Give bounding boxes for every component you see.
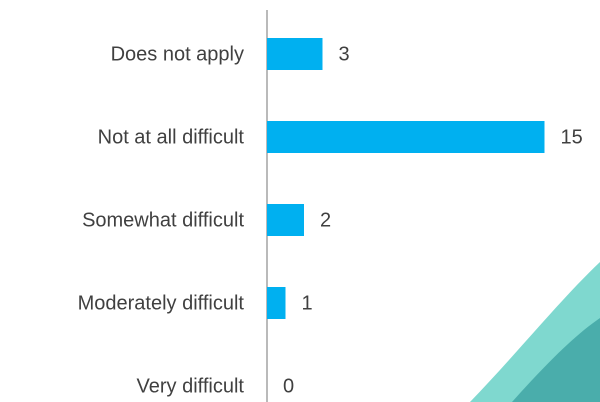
value-label: 0: [283, 375, 294, 397]
category-label: Does not apply: [111, 43, 244, 65]
category-label: Moderately difficult: [78, 292, 245, 314]
bar: [267, 38, 323, 70]
category-label: Very difficult: [137, 375, 245, 397]
value-label: 1: [302, 292, 313, 314]
category-label: Somewhat difficult: [82, 209, 244, 231]
category-label: Not at all difficult: [98, 126, 245, 148]
value-label: 15: [561, 126, 583, 148]
chart: Does not apply 3 Not at all difficult 15 Som…: [0, 0, 600, 402]
bar: [267, 204, 304, 236]
bar: [267, 121, 545, 153]
value-label: 2: [320, 209, 331, 231]
bar: [267, 287, 286, 319]
value-label: 3: [339, 43, 350, 65]
